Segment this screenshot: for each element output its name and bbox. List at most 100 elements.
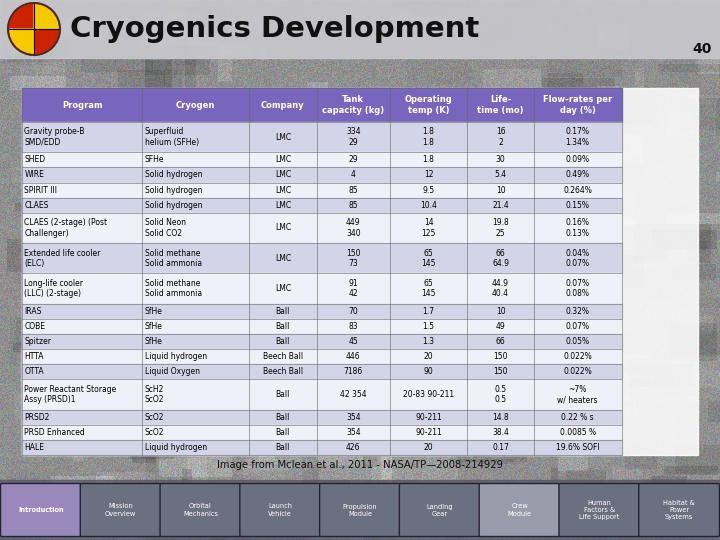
Text: 0.264%: 0.264% [563,186,592,194]
Bar [249,273,317,303]
FancyBboxPatch shape [1,483,81,537]
Bar [467,213,534,243]
Bar [467,183,534,198]
Text: 14
125: 14 125 [421,218,436,238]
Bar [390,122,467,152]
Text: Gravity probe-B
SMD/EDD: Gravity probe-B SMD/EDD [24,127,85,147]
Text: 20-83 90-211: 20-83 90-211 [403,390,454,399]
Text: 90-211: 90-211 [415,413,442,422]
Text: Liquid hydrogen: Liquid hydrogen [145,352,207,361]
Text: IRAS: IRAS [24,307,42,316]
Bar [0,0,720,58]
Bar [249,183,317,198]
Text: OTTA: OTTA [24,367,44,376]
Text: Solid hydrogen: Solid hydrogen [145,186,202,194]
Text: 5.4: 5.4 [495,171,507,179]
Text: 0.16%
0.13%: 0.16% 0.13% [566,218,590,238]
Bar [317,334,390,349]
Bar [534,88,621,122]
Bar [249,379,317,410]
Text: ScO2: ScO2 [145,428,164,437]
Text: SfHe: SfHe [145,307,163,316]
Text: 0.22 % s: 0.22 % s [562,413,594,422]
Bar [317,349,390,364]
Bar [249,122,317,152]
Bar [390,303,467,319]
Bar [143,440,249,455]
Bar [467,167,534,183]
Bar [143,410,249,425]
Circle shape [8,3,60,55]
Text: 7186: 7186 [343,367,363,376]
Text: 90-211: 90-211 [415,428,442,437]
Bar [317,183,390,198]
Text: 21.4: 21.4 [492,201,509,210]
Text: 334
29: 334 29 [346,127,361,147]
Wedge shape [8,29,34,55]
Text: 10.4: 10.4 [420,201,437,210]
Text: LMC: LMC [275,156,291,164]
Text: LMC: LMC [275,171,291,179]
Bar [534,379,621,410]
Text: LMC: LMC [275,254,291,263]
FancyBboxPatch shape [639,483,719,537]
Bar [467,273,534,303]
Bar [143,243,249,273]
Text: 38.4: 38.4 [492,428,509,437]
Text: Image from Mclean et al., 2011 - NASA/TP—2008-214929: Image from Mclean et al., 2011 - NASA/TP… [217,460,503,470]
Bar [534,440,621,455]
Text: Solid methane
Solid ammonia: Solid methane Solid ammonia [145,279,202,298]
Text: LMC: LMC [275,186,291,194]
Text: Ball: Ball [276,443,290,452]
Bar [22,334,143,349]
Bar [249,319,317,334]
Text: 70: 70 [348,307,358,316]
Text: Operating
temp (K): Operating temp (K) [405,95,452,114]
Bar [22,273,143,303]
Bar [467,319,534,334]
Text: Program: Program [62,100,102,110]
Text: 150
73: 150 73 [346,248,361,268]
Text: 65
145: 65 145 [421,279,436,298]
Text: Propulsion
Module: Propulsion Module [343,503,377,516]
Text: Ball: Ball [276,413,290,422]
Bar [22,364,143,379]
Bar [534,198,621,213]
Bar [534,334,621,349]
Wedge shape [8,3,34,29]
Text: Ball: Ball [276,390,290,399]
Bar [249,152,317,167]
Bar [22,198,143,213]
Text: Mission
Overview: Mission Overview [105,503,136,516]
Text: SPIRIT III: SPIRIT III [24,186,58,194]
Text: 0.17%
1.34%: 0.17% 1.34% [566,127,590,147]
Bar [467,122,534,152]
Bar [317,88,390,122]
Bar [22,88,143,122]
Text: Introduction: Introduction [18,507,63,513]
Text: 44.9
40.4: 44.9 40.4 [492,279,509,298]
Bar [390,152,467,167]
Text: 66: 66 [496,337,505,346]
Bar [534,410,621,425]
Text: 0.09%: 0.09% [566,156,590,164]
Text: Extended life cooler
(ELC): Extended life cooler (ELC) [24,248,101,268]
Bar [22,152,143,167]
Bar [249,425,317,440]
Text: PRSD Enhanced: PRSD Enhanced [24,428,85,437]
Bar [22,379,143,410]
Text: ScH2
ScO2: ScH2 ScO2 [145,385,164,404]
Text: Beech Ball: Beech Ball [263,352,303,361]
Text: 14.8: 14.8 [492,413,509,422]
Text: Beech Ball: Beech Ball [263,367,303,376]
Bar [534,364,621,379]
Bar [390,88,467,122]
Bar [249,410,317,425]
Text: 0.17: 0.17 [492,443,509,452]
Text: 9.5: 9.5 [423,186,435,194]
Text: 20: 20 [424,443,433,452]
Text: 0.32%: 0.32% [566,307,590,316]
Text: 0.022%: 0.022% [563,352,592,361]
Wedge shape [34,3,60,29]
Bar [22,425,143,440]
